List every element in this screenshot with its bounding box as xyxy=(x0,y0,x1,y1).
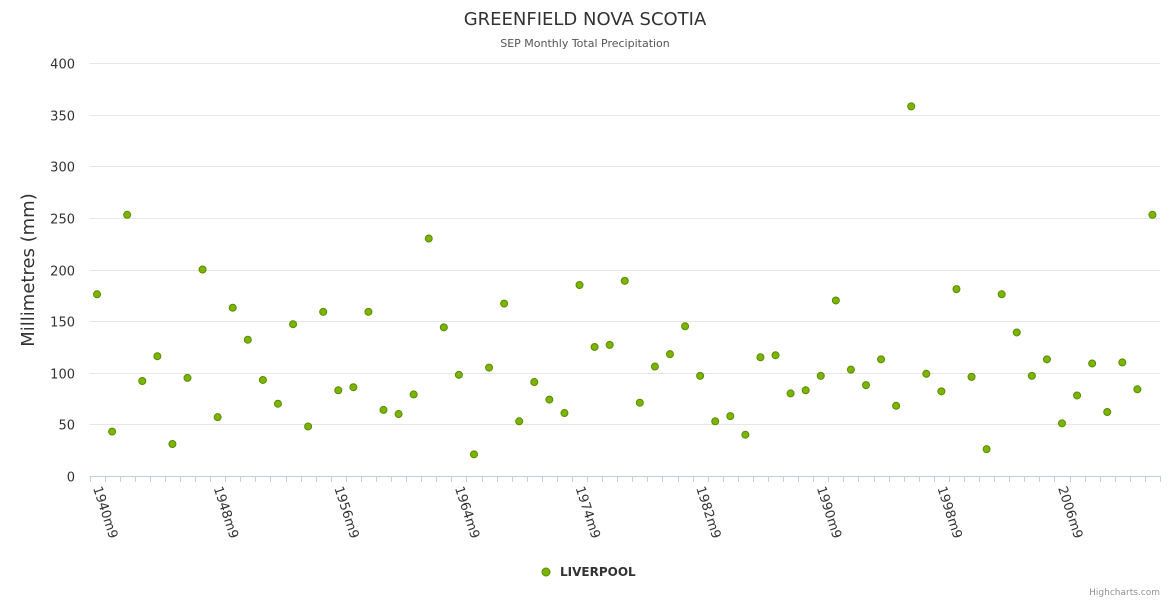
x-tick-label: 1964m9 xyxy=(451,485,482,541)
data-point xyxy=(379,405,388,414)
data-point xyxy=(439,323,448,332)
data-point xyxy=(469,450,478,459)
data-point xyxy=(409,390,418,399)
data-point xyxy=(1057,419,1066,428)
data-point xyxy=(846,365,855,374)
data-point xyxy=(696,371,705,380)
x-tick-label: 1948m9 xyxy=(210,485,241,541)
y-tick-label: 350 xyxy=(50,110,75,125)
data-point xyxy=(258,375,267,384)
x-tick-label: 1998m9 xyxy=(934,485,965,541)
x-tick-label: 1990m9 xyxy=(813,485,844,541)
x-tick-label: 1974m9 xyxy=(572,485,603,541)
data-point xyxy=(153,352,162,361)
data-point xyxy=(892,401,901,410)
y-tick-label: 0 xyxy=(67,471,75,486)
data-point xyxy=(349,383,358,392)
data-point xyxy=(334,386,343,395)
data-point xyxy=(138,377,147,386)
data-point xyxy=(922,369,931,378)
y-tick-label: 300 xyxy=(50,161,75,176)
data-point xyxy=(304,422,313,431)
data-point xyxy=(997,290,1006,299)
data-point xyxy=(650,362,659,371)
data-point xyxy=(228,303,237,312)
y-tick-label: 50 xyxy=(58,419,75,434)
x-tick-label: 1940m9 xyxy=(89,485,120,541)
data-point xyxy=(726,412,735,421)
data-point xyxy=(665,350,674,359)
x-tick-label: 1956m9 xyxy=(330,485,361,541)
data-point xyxy=(635,398,644,407)
y-tick-label: 250 xyxy=(50,213,75,228)
data-point xyxy=(575,280,584,289)
data-point xyxy=(786,389,795,398)
data-point xyxy=(213,413,222,422)
data-point xyxy=(273,399,282,408)
data-point xyxy=(1012,328,1021,337)
data-point xyxy=(243,335,252,344)
data-point xyxy=(1088,359,1097,368)
data-point xyxy=(801,386,810,395)
y-axis-title: Millimetres (mm) xyxy=(18,193,39,347)
data-point xyxy=(108,427,117,436)
data-point xyxy=(123,210,132,219)
x-tick-label: 2006m9 xyxy=(1054,485,1085,541)
data-point xyxy=(1073,391,1082,400)
legend-label: LIVERPOOL xyxy=(560,565,636,579)
chart-subtitle: SEP Monthly Total Precipitation xyxy=(500,37,670,50)
data-point xyxy=(967,372,976,381)
data-point xyxy=(952,285,961,294)
data-point xyxy=(289,320,298,329)
data-point xyxy=(364,307,373,316)
y-tick-label: 150 xyxy=(50,316,75,331)
data-point xyxy=(530,378,539,387)
data-point xyxy=(711,417,720,426)
data-point xyxy=(1148,210,1157,219)
y-tick-label: 100 xyxy=(50,368,75,383)
data-point xyxy=(168,439,177,448)
legend-item-liverpool[interactable]: LIVERPOOL xyxy=(541,565,636,579)
data-point xyxy=(771,351,780,360)
y-tick-label: 400 xyxy=(50,58,75,73)
x-tick-label: 1982m9 xyxy=(692,485,723,541)
data-point xyxy=(620,276,629,285)
data-point xyxy=(1118,358,1127,367)
data-point xyxy=(198,265,207,274)
data-point xyxy=(877,355,886,364)
data-point xyxy=(982,445,991,454)
data-point xyxy=(560,409,569,418)
data-point xyxy=(831,296,840,305)
data-point xyxy=(545,395,554,404)
data-point xyxy=(1133,385,1142,394)
data-point xyxy=(681,322,690,331)
legend-marker xyxy=(541,567,551,577)
data-point xyxy=(590,342,599,351)
data-point xyxy=(424,234,433,243)
data-point xyxy=(816,371,825,380)
data-point xyxy=(319,307,328,316)
data-point xyxy=(1103,407,1112,416)
data-point xyxy=(756,353,765,362)
data-point xyxy=(605,340,614,349)
data-point xyxy=(500,299,509,308)
data-point xyxy=(515,417,524,426)
data-point xyxy=(907,102,916,111)
data-point xyxy=(454,370,463,379)
data-point xyxy=(937,387,946,396)
data-point xyxy=(741,430,750,439)
data-point xyxy=(1042,355,1051,364)
data-point xyxy=(394,410,403,419)
credits-link[interactable]: Highcharts.com xyxy=(1089,588,1160,598)
y-tick-label: 200 xyxy=(50,265,75,280)
data-point xyxy=(93,290,102,299)
data-point xyxy=(1027,371,1036,380)
data-point xyxy=(485,363,494,372)
data-point xyxy=(183,373,192,382)
chart-title: GREENFIELD NOVA SCOTIA xyxy=(464,9,707,30)
data-point xyxy=(861,381,870,390)
